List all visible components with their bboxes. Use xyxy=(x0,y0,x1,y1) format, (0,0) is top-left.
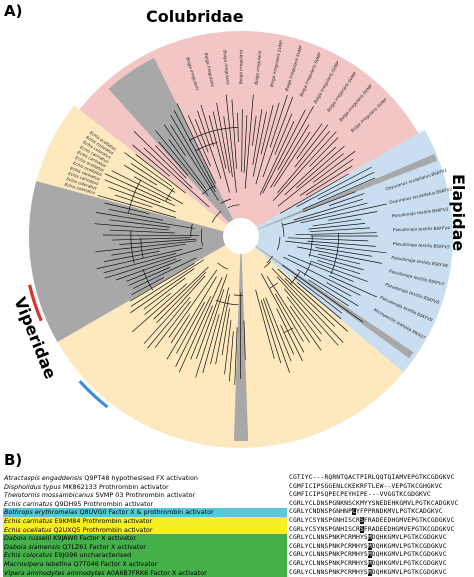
accession-description: Q2UXQ5 Prothrombin activator xyxy=(51,526,152,534)
sequence-segment: FRADEEDHGMVEPGTKCGDGKVC xyxy=(364,526,455,533)
sequence-segment: CGRLYCSYNSPGNHISCR xyxy=(289,526,360,533)
sequence-name: Echis ocellatus Q2UXQ5 Prothrombin activ… xyxy=(3,526,287,535)
sequence-residues: CGRLYCSYNSPGNHISCRSFRADEEDHGMVEPGTKCGDGK… xyxy=(289,517,455,526)
panel-a-label: A) xyxy=(4,2,22,20)
sequence-name: Macrovipera lebetina Q7T046 Factor X act… xyxy=(3,560,287,569)
elapidae-label: Elapidae xyxy=(449,174,468,251)
sequence-name: Bothrops erythromelas Q8UVG0 Factor X & … xyxy=(3,508,287,517)
alignment-row: Bothrops erythromelas Q8UVG0 Factor X & … xyxy=(3,508,471,517)
sequence-name: Dispholidus typus MK862133 Prothrombin a… xyxy=(3,483,287,492)
accession-description: Q8UVG0 Factor X & prothrombin activator xyxy=(77,508,213,516)
sequence-residues: CGRLYCLNNSPNKPCRMHYSMDQHKGMVLPGTKCGDGKVC xyxy=(289,543,447,552)
species-name: Daboia russelii xyxy=(4,534,51,542)
sequence-segment: CGTIYC---RQRNTQACTPIRLQQTQIAMVEPGTKCGDGK… xyxy=(289,474,455,481)
sequence-name: Daboia siamensis Q7LZ61 Factor X activat… xyxy=(3,543,287,552)
accession-description: MK862133 Prothrombin activator xyxy=(61,483,169,491)
sequence-segment: CGRLYCNDNSPGNHNP xyxy=(289,508,352,515)
sequence-segment: DQHKGMVLPGTKCGDGKVC xyxy=(372,534,447,541)
sequence-name: Echis carinatus E9KM84 Prothrombin activ… xyxy=(3,517,287,526)
panel-b-label: B) xyxy=(4,451,22,469)
alignment-row: Echis carinatus Q9DH95 Prothrombin activ… xyxy=(3,500,471,509)
sequence-segment: CGRLYCLNNSPNKPCRMHYS xyxy=(289,569,368,576)
sequence-residues: CGMFICIPSQPECPEYHIPE---VVGGTKCGDGKVC xyxy=(289,491,431,500)
accession-description: E9KM84 Prothrombin activator xyxy=(52,517,152,525)
sequence-segment: DQHKGMVLPGTKCGDGKVC xyxy=(372,551,447,558)
sequence-residues: CGTIYC---RQRNTQACTPIRLQQTQIAMVEPGTKCGDGK… xyxy=(289,474,455,483)
species-name: Thelotornis mossambicanus xyxy=(4,491,93,499)
species-name: Macrovipera lebetina xyxy=(4,560,72,568)
accession-description: Q7LZ61 Factor X activator xyxy=(60,543,146,551)
accession-description: K9JAW0 Factor X activator xyxy=(51,534,136,542)
sequence-segment: CGMFICIPSQPECPEYHIPE---VVGGTKCGDGKVC xyxy=(289,491,431,498)
sequence-segment: FRADEEDHGMVEPGTKCGDGKVC xyxy=(364,517,455,524)
sequence-name: Atractaspis engaddensis Q9PT48 hypothesi… xyxy=(3,474,287,483)
sequence-alignment: Atractaspis engaddensis Q9PT48 hypothesi… xyxy=(3,474,471,577)
sequence-residues: CGRLYCLNNSPNKPCRMHYSMDQHKGMVLPGTKCGDGKVC xyxy=(289,560,447,569)
alignment-row: Daboia russelii K9JAW0 Factor X activato… xyxy=(3,534,471,543)
species-name: Echis carinatus xyxy=(4,500,52,508)
sequence-residues: CGRLYCNDNSPGNHNPCYFPPRNDKMVLPGTKCADGKVC xyxy=(289,508,443,517)
sequence-segment: CGRLYCLNNSPNKPCRMHYS xyxy=(289,551,368,558)
sequence-segment: CGMFICIPSGGENLCKEKRFTLEW--VEPGTKCGHGKVC xyxy=(289,483,443,490)
species-name: Echis coloratus xyxy=(4,551,52,559)
leaf-label: Boiga irregularis xyxy=(238,49,243,84)
sequence-segment: CGRLYCLDNSPGNKNSCKMYYSNEDEHKGMVLPGTKCADG… xyxy=(289,500,458,507)
species-name: Dispholidus typus xyxy=(4,483,61,491)
alignment-row: Thelotornis mossambicanus SVMP 03 Prothr… xyxy=(3,491,471,500)
colubridae-label: Colubridae xyxy=(146,7,244,26)
sequence-segment: DQHKGMVLPGTKCGDGKVC xyxy=(372,543,447,550)
alignment-row: Echis ocellatus Q2UXQ5 Prothrombin activ… xyxy=(3,526,471,535)
species-name: Bothrops erythromelas xyxy=(4,508,77,516)
sequence-residues: CGMFICIPSGGENLCKEKRFTLEW--VEPGTKCGHGKVC xyxy=(289,483,443,492)
species-name: Echis ocellatus xyxy=(4,526,51,534)
alignment-row: Echis carinatus E9KM84 Prothrombin activ… xyxy=(3,517,471,526)
alignment-row: Dispholidus typus MK862133 Prothrombin a… xyxy=(3,483,471,492)
sequence-residues: CGRLYCLDNSPGNKNSCKMYYSNEDEHKGMVLPGTKCADG… xyxy=(289,500,458,509)
sequence-residues: CGRLYCLNNSPNKPCRMHYSMDQHKGMVLPGTKCGDGKVC xyxy=(289,534,447,543)
sequence-name: Echis coloratus E9JG96 uncharacterised xyxy=(3,551,287,560)
sequence-segment: CGRLYCLNNSPNKPCRMHYS xyxy=(289,560,368,567)
sequence-segment: DQHKGMVLPGTKCGDGKVC xyxy=(372,569,447,576)
alignment-row: Macrovipera lebetina Q7T046 Factor X act… xyxy=(3,560,471,569)
accession-description: Q9PT48 hypothesised FX activation xyxy=(82,474,198,482)
species-name: Echis carinatus xyxy=(4,517,52,525)
alignment-row: Atractaspis engaddensis Q9PT48 hypothesi… xyxy=(3,474,471,483)
accession-description: Q9DH95 Prothrombin activator xyxy=(52,500,153,508)
species-name: Atractaspis engaddensis xyxy=(4,474,82,482)
sequence-segment: CGRLYCSYNSPGNHISCR xyxy=(289,517,360,524)
accession-description: E9JG96 uncharacterised xyxy=(52,551,131,559)
sequence-name: Daboia russelii K9JAW0 Factor X activato… xyxy=(3,534,287,543)
tree-root-hole xyxy=(223,218,259,254)
accession-description: Q7T046 Factor X activator xyxy=(72,560,158,568)
sequence-segment: CGRLYCLNNSPNKPCRMHYS xyxy=(289,543,368,550)
accession-description: SVMP 03 Prothrombin activator xyxy=(93,491,195,499)
sequence-name: Echis carinatus Q9DH95 Prothrombin activ… xyxy=(3,500,287,509)
sequence-residues: CGRLYCLNNSPNKPCRMHYSMDQHKGMVLPGTKCGDGKVC xyxy=(289,551,447,560)
sequence-segment: DQHKGMVLPGTKCGDGKVC xyxy=(372,560,447,567)
sequence-name: Thelotornis mossambicanus SVMP 03 Prothr… xyxy=(3,491,287,500)
alignment-row: Daboia siamensis Q7LZ61 Factor X activat… xyxy=(3,543,471,552)
sequence-segment: CGRLYCLNNSPNKPCRMHYS xyxy=(289,534,368,541)
sequence-residues: CGRLYCSYNSPGNHISCRSFRADEEDHGMVEPGTKCGDGK… xyxy=(289,526,455,535)
sequence-segment: YFPPRNDKMVLPGTKCADGKVC xyxy=(356,508,443,515)
species-name: Daboia siamensis xyxy=(4,543,60,551)
